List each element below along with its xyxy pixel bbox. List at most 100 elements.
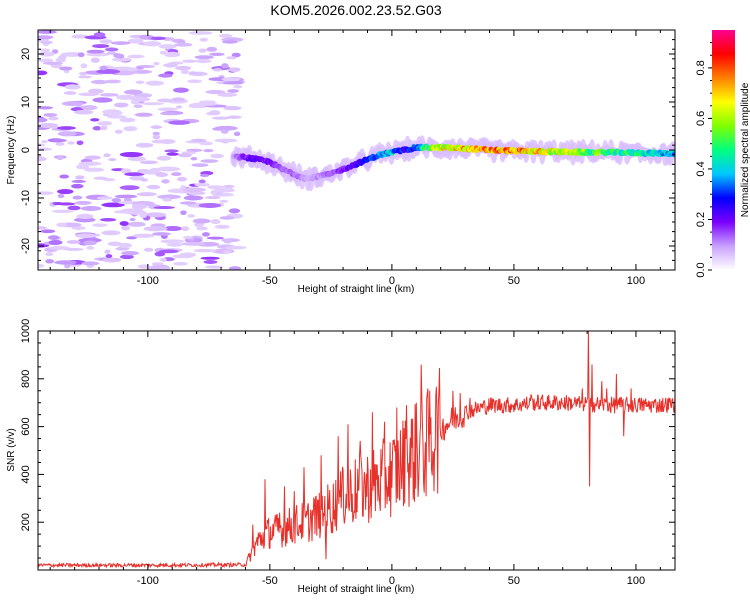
noise-blob	[84, 155, 101, 160]
colorbar-ticks: 0.0 0.2 0.4 0.6 0.8	[695, 42, 712, 278]
noise-blob	[114, 129, 123, 134]
noise-blob	[210, 218, 221, 225]
noise-blob	[187, 214, 195, 218]
snr-x-axis-title: Height of straight line (km)	[298, 584, 415, 595]
noise-blob	[43, 113, 58, 117]
noise-blob	[83, 240, 97, 246]
noise-blob	[222, 250, 232, 254]
noise-blob	[71, 226, 86, 230]
noise-blob	[75, 164, 90, 170]
snr-frame	[37, 330, 676, 571]
noise-blob	[71, 179, 87, 183]
noise-blob	[38, 226, 48, 230]
noise-blob	[195, 58, 212, 64]
noise-blob	[90, 79, 109, 85]
noise-blob	[163, 63, 178, 68]
noise-blob	[124, 172, 145, 177]
noise-blob	[171, 97, 185, 102]
noise-blob	[51, 209, 74, 213]
noise-blob	[226, 56, 237, 60]
noise-blob	[158, 44, 177, 49]
noise-blob	[72, 195, 83, 200]
noise-blob	[196, 226, 208, 231]
noise-blob	[159, 266, 170, 270]
noise-blob	[38, 70, 48, 76]
noise-blob	[183, 195, 204, 201]
noise-blob	[203, 260, 218, 264]
noise-blob	[162, 197, 173, 202]
noise-blob	[188, 31, 213, 35]
noise-blob	[175, 105, 183, 109]
noise-blob	[214, 224, 230, 229]
x-tick-label: 50	[508, 275, 520, 287]
x-tick-label: -100	[137, 575, 159, 587]
noise-blob	[81, 105, 98, 111]
noise-blob	[224, 187, 234, 192]
noise-blob	[228, 67, 241, 73]
noise-blob	[78, 75, 92, 79]
noise-blob	[186, 148, 203, 152]
noise-blob	[192, 218, 211, 224]
noise-blob	[38, 35, 54, 40]
noise-blob	[223, 106, 242, 111]
noise-blob	[38, 30, 57, 34]
noise-blob	[113, 53, 122, 58]
noise-blob	[75, 175, 85, 180]
noise-blob	[188, 104, 204, 109]
noise-blob	[173, 261, 188, 266]
spectrogram-noise-layer	[38, 30, 247, 270]
noise-blob	[201, 232, 210, 237]
spectrogram-x-axis-title: Height of straight line (km)	[298, 284, 415, 295]
noise-blob	[38, 191, 54, 195]
noise-blob	[160, 112, 179, 116]
noise-blob	[47, 235, 60, 240]
noise-blob	[80, 63, 88, 69]
noise-blob	[118, 242, 132, 249]
noise-blob	[166, 152, 179, 156]
y-tick-label: 0	[20, 147, 32, 153]
noise-blob	[198, 48, 207, 53]
noise-blob	[86, 52, 110, 57]
noise-blob	[64, 84, 81, 90]
noise-blob	[38, 156, 47, 162]
noise-blob	[179, 252, 197, 257]
noise-blob	[71, 183, 84, 189]
noise-blob	[151, 262, 164, 266]
noise-blob	[105, 254, 113, 259]
noise-blob	[204, 196, 221, 200]
x-tick-label: 0	[389, 575, 395, 587]
noise-blob	[130, 67, 139, 72]
noise-blob	[111, 57, 132, 62]
colorbar-tick-label: 0.8	[695, 60, 707, 75]
noise-blob	[164, 149, 179, 153]
noise-blob	[132, 233, 155, 238]
y-tick-label: 400	[20, 465, 32, 483]
x-tick-label: -50	[262, 575, 278, 587]
noise-blob	[168, 120, 191, 125]
spectrogram-y-ticks: -20 -10 0 10 20	[20, 29, 675, 271]
noise-blob	[86, 49, 105, 54]
noise-blob	[170, 172, 182, 177]
noise-blob	[121, 225, 131, 231]
noise-blob	[99, 39, 113, 44]
noise-blob	[209, 110, 221, 116]
noise-blob	[176, 176, 188, 182]
noise-blob	[59, 174, 70, 179]
noise-blob	[81, 261, 100, 266]
noise-blob	[106, 51, 117, 55]
noise-blob	[179, 201, 197, 205]
noise-blob	[57, 188, 74, 195]
noise-blob	[131, 203, 147, 210]
noise-blob	[181, 241, 206, 246]
noise-blob	[140, 178, 149, 182]
noise-blob	[99, 218, 117, 222]
noise-blob	[74, 200, 92, 205]
noise-blob	[150, 125, 163, 129]
noise-blob	[93, 32, 106, 38]
noise-blob	[38, 58, 54, 63]
snr-y-ticks: 200 400 600 800 1000	[20, 319, 675, 559]
plot-title: KOM5.2026.002.23.52.G03	[270, 2, 441, 18]
noise-blob	[187, 79, 203, 84]
noise-blob	[38, 117, 48, 123]
